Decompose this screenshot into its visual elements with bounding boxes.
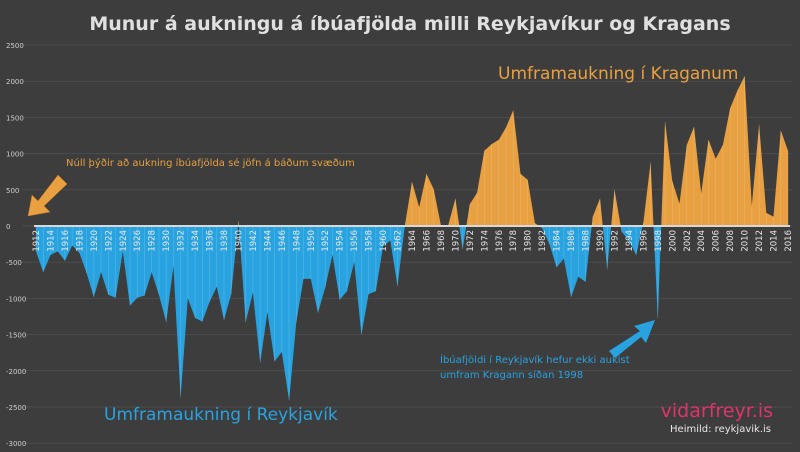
x-tick-label: 1982 bbox=[538, 230, 548, 252]
x-tick-label: 1932 bbox=[177, 230, 187, 252]
x-tick-label: 1912 bbox=[32, 230, 42, 252]
x-tick-label: 1934 bbox=[191, 230, 201, 252]
y-tick-label: 1500 bbox=[6, 114, 24, 122]
x-tick-label: 1960 bbox=[379, 230, 389, 252]
y-tick-label: -3000 bbox=[6, 440, 26, 448]
x-tick-label: 1964 bbox=[408, 230, 418, 252]
chart-title: Munur á aukningu á íbúafjölda milli Reyk… bbox=[89, 13, 730, 35]
x-tick-label: 2012 bbox=[755, 230, 765, 252]
x-tick-label: 2006 bbox=[712, 230, 722, 252]
x-tick-label: 1978 bbox=[509, 230, 519, 252]
x-tick-label: 1914 bbox=[46, 230, 56, 252]
x-tick-label: 1924 bbox=[119, 230, 129, 252]
x-tick-label: 2000 bbox=[668, 230, 678, 252]
y-tick-label: -2500 bbox=[6, 404, 26, 412]
x-tick-label: 1950 bbox=[307, 230, 317, 252]
x-tick-label: 1994 bbox=[625, 230, 635, 252]
y-axis: 2500 2000 1500 1000 500 0 -500 -1000 -1500 -2000 -… bbox=[6, 42, 26, 448]
source-text: Heimild: reykjavik.is bbox=[670, 424, 771, 435]
arrow-blue-icon bbox=[609, 320, 655, 358]
x-tick-label: 1920 bbox=[90, 230, 100, 252]
watermark: vidarfreyr.is bbox=[661, 400, 773, 422]
x-tick-label: 1972 bbox=[466, 230, 476, 252]
y-tick-label: 1000 bbox=[6, 151, 24, 159]
annotation-since-1998-line2: umfram Kragann síðan 1998 bbox=[440, 369, 583, 381]
x-tick-label: 2004 bbox=[697, 230, 707, 252]
x-tick-label: 1970 bbox=[451, 230, 461, 252]
annotation-zero-note: Núll þýðir að aukning íbúafjölda sé jöfn… bbox=[66, 157, 355, 169]
y-tick-label: -1000 bbox=[6, 295, 26, 303]
x-tick-label: 2010 bbox=[741, 230, 751, 252]
x-tick-label: 2014 bbox=[770, 230, 780, 252]
y-tick-label: 0 bbox=[6, 223, 10, 231]
x-tick-label: 1990 bbox=[596, 230, 606, 252]
x-tick-label: 1926 bbox=[133, 230, 143, 252]
x-tick-label: 2016 bbox=[784, 230, 794, 252]
x-tick-label: 1996 bbox=[639, 230, 649, 252]
x-tick-label: 1984 bbox=[553, 230, 563, 252]
x-tick-label: 2008 bbox=[726, 230, 736, 252]
x-tick-label: 1922 bbox=[104, 230, 114, 252]
x-tick-label: 1942 bbox=[249, 230, 259, 252]
x-tick-label: 1980 bbox=[524, 230, 534, 252]
x-tick-label: 1988 bbox=[582, 230, 592, 252]
x-tick-label: 1998 bbox=[654, 230, 664, 252]
x-tick-label: 1918 bbox=[75, 230, 85, 252]
y-tick-label: -2000 bbox=[6, 368, 26, 376]
x-tick-label: 1930 bbox=[162, 230, 172, 252]
x-tick-label: 1944 bbox=[263, 230, 273, 252]
y-tick-label: -500 bbox=[6, 259, 22, 267]
x-axis: 1912 1914 1916 1918 1920 1922 1924 1926 1928 1930… bbox=[32, 230, 794, 252]
x-tick-label: 1986 bbox=[567, 230, 577, 252]
y-tick-label: -1500 bbox=[6, 332, 26, 340]
x-tick-label: 1956 bbox=[350, 230, 360, 252]
area-negative bbox=[36, 226, 788, 401]
area-positive bbox=[36, 76, 788, 226]
x-tick-label: 1966 bbox=[422, 230, 432, 252]
x-tick-label: 1954 bbox=[336, 230, 346, 252]
x-tick-label: 1928 bbox=[148, 230, 158, 252]
year-separators bbox=[35, 76, 789, 401]
x-tick-label: 1992 bbox=[610, 230, 620, 252]
x-tick-label: 1940 bbox=[234, 230, 244, 252]
x-tick-label: 1936 bbox=[206, 230, 216, 252]
y-tick-label: 2500 bbox=[6, 42, 24, 50]
x-tick-label: 1948 bbox=[292, 230, 302, 252]
annotation-since-1998-line1: Íbúafjöldi í Reykjavík hefur ekki aukist bbox=[440, 353, 630, 366]
annotation-kraginn: Umframaukning í Kraganum bbox=[498, 64, 738, 84]
annotation-reykjavik: Umframaukning í Reykjavík bbox=[104, 405, 338, 425]
x-tick-label: 1976 bbox=[495, 230, 505, 252]
y-tick-label: 2000 bbox=[6, 78, 24, 86]
x-tick-label: 1958 bbox=[365, 230, 375, 252]
x-tick-label: 1952 bbox=[321, 230, 331, 252]
x-tick-label: 1968 bbox=[437, 230, 447, 252]
arrow-orange-icon bbox=[27, 174, 68, 217]
x-tick-label: 1962 bbox=[394, 230, 404, 252]
x-tick-label: 1916 bbox=[61, 230, 71, 252]
x-tick-label: 1938 bbox=[220, 230, 230, 252]
x-tick-label: 1946 bbox=[278, 230, 288, 252]
y-tick-label: 500 bbox=[6, 187, 19, 195]
x-tick-label: 2002 bbox=[683, 230, 693, 252]
x-tick-label: 1974 bbox=[480, 230, 490, 252]
